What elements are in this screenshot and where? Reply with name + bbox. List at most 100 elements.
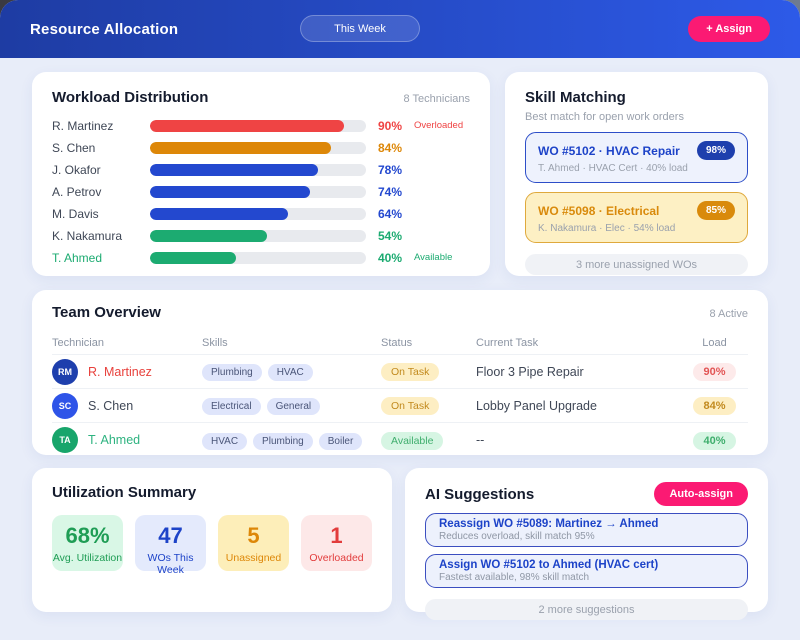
column-header-skills: Skills	[202, 336, 228, 349]
workload-bar-fill	[150, 163, 319, 176]
stat-card-unassigned: 5 Unassigned	[218, 515, 289, 571]
workload-percent: 90%	[378, 118, 403, 133]
stat-value: 68%	[65, 523, 110, 548]
column-header-status: Status	[381, 336, 413, 349]
load-badge: 40%	[693, 431, 736, 450]
active-count: 8 Active	[709, 308, 748, 320]
suggestion-subtitle: Reduces overload, skill match 95%	[439, 531, 595, 542]
workload-bar-fill	[150, 207, 289, 220]
column-header-technician: Technician	[52, 336, 104, 349]
workload-bar-fill	[150, 251, 237, 264]
skill-matching-title: Skill Matching	[525, 89, 626, 106]
stat-value: 1	[330, 523, 343, 548]
workload-bar-track	[150, 119, 366, 132]
skill-chip: HVAC	[202, 432, 248, 450]
skills-cell: Plumbing HVAC	[202, 362, 381, 381]
auto-assign-button[interactable]: Auto-assign	[654, 482, 748, 506]
technician-name: T. Ahmed	[52, 250, 103, 265]
skill-chip: HVAC	[267, 364, 313, 381]
technician-name: K. Nakamura	[52, 228, 123, 243]
current-task: Floor 3 Pipe Repair	[476, 364, 584, 379]
table-row[interactable]: TA T. Ahmed HVAC Plumbing Boiler Available…	[52, 423, 748, 457]
skill-matching-subtitle: Best match for open work orders	[525, 111, 684, 123]
team-overview-title: Team Overview	[52, 304, 161, 321]
match-percent-badge: 85%	[696, 201, 735, 220]
utilization-summary-panel: Utilization Summary 68% Avg. Utilization…	[32, 468, 392, 612]
utilization-title: Utilization Summary	[52, 484, 197, 501]
app-header: Resource Allocation This Week + Assign	[0, 0, 800, 58]
skill-matching-panel: Skill Matching Best match for open work …	[505, 72, 768, 276]
technician-name: S. Chen	[88, 398, 134, 413]
stat-card-avg-utilization: 68% Avg. Utilization	[52, 515, 123, 571]
workload-bar-track	[150, 185, 366, 198]
technician-name: A. Petrov	[52, 184, 102, 199]
assign-button[interactable]: + Assign	[688, 16, 770, 42]
period-selector-button[interactable]: This Week	[300, 15, 420, 42]
workload-distribution-panel: Workload Distribution 8 Technicians R. M…	[32, 72, 490, 276]
workload-row: J. Okafor 78%	[52, 162, 470, 177]
work-order-title: WO #5098 · Electrical	[538, 203, 660, 218]
work-order-card[interactable]: WO #5098 · Electrical 85% K. Nakamura · …	[525, 192, 748, 243]
stat-label: Overloaded	[309, 552, 364, 564]
column-header-load: Load	[702, 336, 727, 349]
match-percent-badge: 98%	[696, 141, 735, 160]
more-work-orders-button[interactable]: 3 more unassigned WOs	[525, 254, 748, 275]
workload-row: M. Davis 64%	[52, 206, 470, 221]
stat-card-wos-this-week: 47 WOs This Week	[135, 515, 206, 576]
suggestion-card[interactable]: Assign WO #5102 to Ahmed (HVAC cert) Fas…	[425, 554, 748, 588]
workload-percent: 54%	[378, 228, 403, 243]
current-task: --	[476, 433, 485, 447]
stat-cards: 68% Avg. Utilization 47 WOs This Week 5 …	[52, 515, 372, 576]
workload-bar-fill	[150, 141, 332, 154]
workload-percent: 40%	[378, 250, 403, 265]
workload-percent: 74%	[378, 184, 403, 199]
load-badge: 90%	[693, 363, 736, 381]
suggestion-card[interactable]: Reassign WO #5089: Martinez → Ahmed Redu…	[425, 513, 748, 547]
current-task: Lobby Panel Upgrade	[476, 398, 597, 413]
stat-value: 5	[247, 523, 260, 548]
load-badge: 84%	[693, 397, 736, 415]
technician-name: S. Chen	[52, 140, 96, 155]
stat-label: WOs This Week	[147, 552, 194, 576]
avatar: TA	[52, 427, 78, 453]
work-order-card[interactable]: WO #5102 · HVAC Repair 98% T. Ahmed · HV…	[525, 132, 748, 183]
technician-name: J. Okafor	[52, 162, 101, 177]
workload-bar-fill	[150, 185, 310, 198]
suggestion-subtitle: Fastest available, 98% skill match	[439, 572, 590, 583]
work-order-details: T. Ahmed · HVAC Cert · 40% load	[538, 163, 688, 174]
workload-title: Workload Distribution	[52, 89, 209, 106]
suggestion-title: Reassign WO #5089: Martinez → Ahmed	[439, 518, 659, 530]
workload-percent: 64%	[378, 206, 403, 221]
workload-bar-fill	[150, 229, 267, 242]
workload-bar-track	[150, 207, 366, 220]
workload-row: T. Ahmed 40% Available	[52, 250, 470, 265]
technician-name: M. Davis	[52, 206, 99, 221]
status-cell: On Task	[381, 362, 476, 381]
workload-bars: R. Martinez 90% Overloaded S. Chen 84% J…	[52, 118, 470, 265]
technician-name: T. Ahmed	[88, 433, 141, 447]
stat-card-overloaded: 1 Overloaded	[301, 515, 372, 571]
table-row[interactable]: RM R. Martinez Plumbing HVAC On Task Floo…	[52, 355, 748, 389]
technician-name: R. Martinez	[52, 118, 114, 133]
more-suggestions-button[interactable]: 2 more suggestions	[425, 599, 748, 620]
work-order-title: WO #5102 · HVAC Repair	[538, 143, 680, 158]
workload-row: R. Martinez 90% Overloaded	[52, 118, 470, 133]
workload-status: Available	[414, 252, 453, 263]
avatar: RM	[52, 358, 78, 385]
status-badge: On Task	[381, 397, 440, 415]
avatar: SC	[52, 392, 78, 419]
status-badge: On Task	[381, 363, 440, 381]
skill-chip: Plumbing	[202, 364, 262, 381]
workload-row: A. Petrov 74%	[52, 184, 470, 199]
technician-name: R. Martinez	[88, 364, 152, 379]
load-cell: 84%	[681, 396, 748, 415]
workload-bar-track	[150, 229, 366, 242]
table-row[interactable]: SC S. Chen Electrical General On Task Lob…	[52, 389, 748, 423]
team-overview-panel: Team Overview 8 Active Technician Skills…	[32, 290, 768, 455]
table-header-row: Technician Skills Status Current Task Lo…	[52, 331, 748, 355]
skill-chip: Electrical	[202, 398, 261, 415]
ai-suggestions-title: AI Suggestions	[425, 485, 535, 503]
workload-bar-track	[150, 141, 366, 154]
status-cell: On Task	[381, 396, 476, 415]
